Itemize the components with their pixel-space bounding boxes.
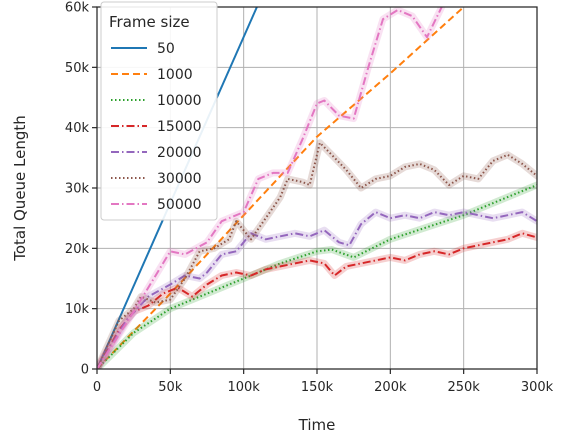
x-tick-label: 50k [158,380,183,395]
y-axis-title: Total Queue Length [11,115,29,262]
y-tick-label: 40k [65,121,90,136]
legend-label-30000: 30000 [157,171,202,187]
legend-items: 50 1000 10000 15000 20000 30000 50000 [111,41,202,213]
series-line-15000 [97,232,537,369]
y-tick-label: 60k [65,1,90,16]
y-tick-label: 30k [65,182,90,197]
series-line-10000 [97,184,537,369]
x-tick-label: 100k [227,380,260,395]
series-line-50000 [97,7,443,369]
series-band-30000 [97,139,537,369]
y-tick-label: 10k [65,302,90,317]
y-tick-label: 50k [65,61,90,76]
x-axis: 0 50k 100k 150k 200k 250k 300k [93,369,554,395]
legend-label-1000: 1000 [157,67,193,83]
x-tick-label: 150k [301,380,334,395]
x-tick-label: 250k [447,380,480,395]
y-axis: 0 10k 20k 30k 40k 50k 60k [65,1,97,378]
legend-box [100,1,218,221]
y-tick-label: 20k [65,242,90,257]
plot-area [96,6,538,370]
legend-label-50000: 50000 [157,197,202,213]
x-tick-label: 200k [374,380,407,395]
legend: Frame size 50 1000 10000 15000 20000 30000 500… [100,1,218,221]
x-axis-title: Time [298,416,336,434]
y-tick-label: 0 [81,363,89,378]
legend-label-20000: 20000 [157,145,202,161]
x-tick-label: 300k [521,380,554,395]
legend-label-15000: 15000 [157,119,202,135]
legend-label-50: 50 [157,41,175,57]
legend-title: Frame size [109,13,190,31]
x-tick-label: 0 [93,380,101,395]
series-line-20000 [97,211,537,369]
legend-label-10000: 10000 [157,93,202,109]
series-line-1000 [97,7,465,369]
